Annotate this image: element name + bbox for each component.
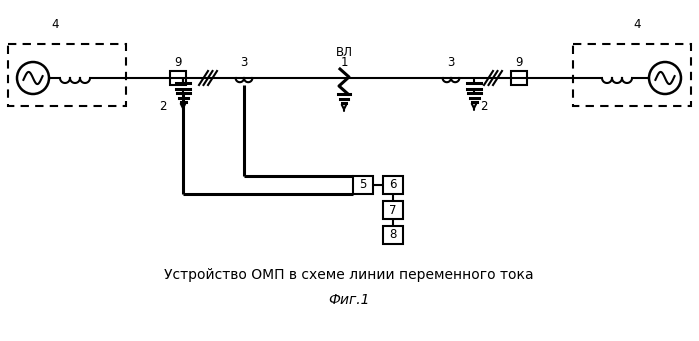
Text: 9: 9 — [174, 56, 182, 69]
Bar — [8, 44, 126, 106]
Text: 3: 3 — [447, 56, 454, 69]
Text: 1: 1 — [340, 56, 347, 69]
Text: 4: 4 — [633, 18, 641, 31]
Bar — [383, 226, 403, 244]
Text: ВЛ: ВЛ — [336, 45, 352, 59]
Text: 2: 2 — [159, 100, 167, 113]
Bar — [511, 71, 527, 85]
Bar — [353, 176, 373, 194]
Text: 6: 6 — [389, 178, 397, 192]
Text: Устройство ОМП в схеме линии переменного тока: Устройство ОМП в схеме линии переменного… — [164, 268, 534, 282]
Text: 3: 3 — [240, 56, 247, 69]
Text: 9: 9 — [515, 56, 523, 69]
Text: Фиг.1: Фиг.1 — [329, 293, 370, 307]
Text: 2: 2 — [480, 100, 488, 113]
Text: 8: 8 — [389, 228, 397, 241]
Bar — [573, 44, 691, 106]
Bar — [383, 201, 403, 219]
Text: 4: 4 — [51, 18, 59, 31]
Text: 5: 5 — [359, 178, 367, 192]
Bar — [383, 176, 403, 194]
Bar — [170, 71, 186, 85]
Text: 7: 7 — [389, 204, 397, 217]
